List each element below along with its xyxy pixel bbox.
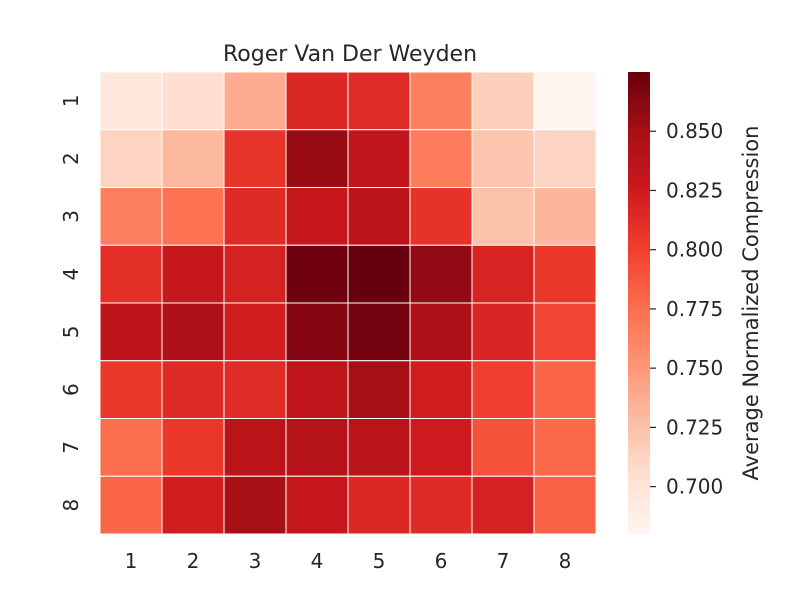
y-tick-label: 7 [59,441,83,454]
heatmap-cell-r1-c8 [533,71,597,131]
heatmap-cell-r2-c3 [223,129,287,188]
heatmap-cell-r2-c2 [161,129,225,188]
x-tick-label: 8 [559,549,572,573]
heatmap-cell-r5-c7 [471,302,535,362]
heatmap-cell-r2-c4 [285,129,349,188]
heatmap-cell-r2-c8 [533,129,597,188]
heatmap-cell-r6-c3 [223,360,287,419]
heatmap-cell-r8-c4 [285,475,349,535]
y-axis-tick-labels: 1 2 3 4 5 6 7 8 [59,95,83,512]
y-tick-label: 6 [59,383,83,396]
heatmap-cell-r5-c2 [161,302,225,362]
heatmap-cell-r3-c6 [409,187,473,246]
heatmap-cell-r4-c6 [409,244,473,304]
heatmap-cell-r2-c7 [471,129,535,188]
colorbar-label: Average Normalized Compression [739,126,763,481]
x-tick-label: 7 [497,549,510,573]
heatmap-cell-r3-c1 [99,187,163,246]
heatmap-cell-r5-c4 [285,302,349,362]
heatmap-cell-r6-c5 [347,360,411,419]
y-tick-label: 4 [59,268,83,281]
heatmap-cell-r7-c6 [409,418,473,477]
heatmap-cell-r1-c7 [471,71,535,131]
x-tick-label: 1 [125,549,138,573]
heatmap-cell-r4-c3 [223,244,287,304]
heatmap-cell-r3-c3 [223,187,287,246]
heatmap-cell-r3-c4 [285,187,349,246]
y-tick-label: 1 [59,95,83,108]
heatmap-cell-r3-c5 [347,187,411,246]
x-tick-label: 4 [311,549,324,573]
heatmap-cell-r1-c1 [99,71,163,131]
heatmap-cell-r6-c8 [533,360,597,419]
heatmap-cell-r4-c8 [533,244,597,304]
heatmap-cell-r1-c2 [161,71,225,131]
x-tick-label: 6 [435,549,448,573]
heatmap-cell-r2-c1 [99,129,163,188]
heatmap-cell-r6-c7 [471,360,535,419]
heatmap-cell-r4-c1 [99,244,163,304]
colorbar-tick-label: 0.750 [666,356,723,380]
colorbar-tick-label: 0.725 [666,415,723,439]
heatmap-cell-r4-c7 [471,244,535,304]
heatmap-cell-r3-c8 [533,187,597,246]
y-tick-label: 2 [59,152,83,165]
heatmap-cell-r7-c4 [285,418,349,477]
heatmap-cell-r6-c6 [409,360,473,419]
heatmap-cell-r7-c7 [471,418,535,477]
colorbar-ticks: 0.700 0.725 0.750 0.775 0.800 0.825 0.850 [650,119,723,499]
heatmap-cell-r5-c3 [223,302,287,362]
heatmap-cell-r8-c8 [533,475,597,535]
heatmap-cell-r8-c2 [161,475,225,535]
heatmap-cell-r2-c6 [409,129,473,188]
x-axis-tick-labels: 1 2 3 4 5 6 7 8 [125,549,572,573]
heatmap-cell-r4-c5 [347,244,411,304]
colorbar [628,72,650,534]
y-tick-label: 5 [59,326,83,339]
colorbar-tick-label: 0.850 [666,119,723,143]
heatmap-cell-r7-c5 [347,418,411,477]
colorbar-tick-label: 0.825 [666,178,723,202]
heatmap-cell-r1-c5 [347,71,411,131]
heatmap-cell-r7-c2 [161,418,225,477]
heatmap-cell-r5-c1 [99,302,163,362]
heatmap-cell-r7-c1 [99,418,163,477]
y-tick-label: 8 [59,499,83,512]
heatmap-cell-r8-c1 [99,475,163,535]
heatmap-cell-r8-c3 [223,475,287,535]
colorbar-tick-label: 0.775 [666,297,723,321]
heatmap-cell-r7-c8 [533,418,597,477]
heatmap-cell-r1-c3 [223,71,287,131]
y-tick-label: 3 [59,210,83,223]
heatmap-cell-r7-c3 [223,418,287,477]
heatmap-cell-r5-c6 [409,302,473,362]
heatmap-cell-r6-c2 [161,360,225,419]
chart-title: Roger Van Der Weyden [223,42,477,67]
heatmap-cell-r5-c5 [347,302,411,362]
heatmap-cell-r8-c7 [471,475,535,535]
x-tick-label: 5 [373,549,386,573]
heatmap-cell-r4-c2 [161,244,225,304]
heatmap-cell-r6-c1 [99,360,163,419]
heatmap-cells [99,71,597,535]
x-tick-label: 2 [187,549,200,573]
heatmap-cell-r4-c4 [285,244,349,304]
x-tick-label: 3 [249,549,262,573]
heatmap-cell-r5-c8 [533,302,597,362]
heatmap-cell-r8-c6 [409,475,473,535]
colorbar-tick-label: 0.700 [666,475,723,499]
heatmap-cell-r1-c4 [285,71,349,131]
colorbar-tick-label: 0.800 [666,238,723,262]
heatmap-cell-r1-c6 [409,71,473,131]
heatmap-cell-r3-c7 [471,187,535,246]
heatmap-cell-r2-c5 [347,129,411,188]
heatmap-cell-r8-c5 [347,475,411,535]
heatmap-cell-r6-c4 [285,360,349,419]
heatmap-cell-r3-c2 [161,187,225,246]
